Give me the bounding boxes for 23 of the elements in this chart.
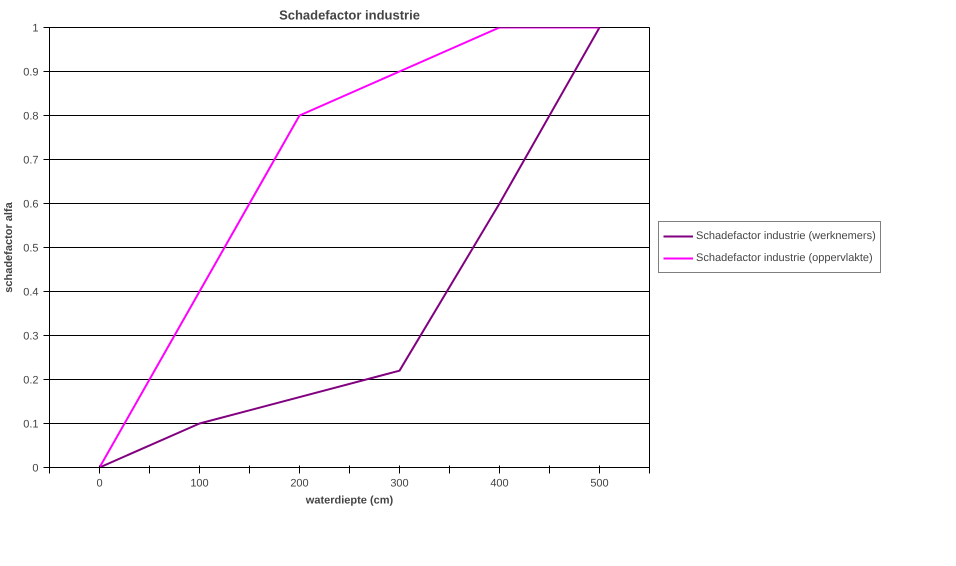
- x-tick-label: 100: [190, 478, 209, 490]
- y-tick-label: 1: [32, 22, 39, 34]
- y-tick-label: 0.9: [23, 66, 39, 78]
- line-series: [98, 28, 600, 468]
- x-axis-title: waterdiepte (cm): [304, 494, 394, 506]
- x-tick-label: 0: [96, 478, 103, 490]
- x-tick-label: 200: [290, 478, 309, 490]
- x-tick-label: 300: [390, 478, 409, 490]
- chart-title: Schadefactor industrie: [279, 8, 420, 22]
- y-tick-label: 0.6: [23, 198, 39, 210]
- y-tick-label: 0.7: [23, 154, 39, 166]
- y-tick-label: 0: [32, 462, 39, 474]
- y-axis-title: schadefactor alfa: [3, 201, 16, 293]
- legend-label: Schadefactor industrie (werknemers): [696, 230, 876, 242]
- x-tick-label: 400: [490, 478, 509, 490]
- y-tick-label: 0.2: [23, 374, 39, 386]
- y-tick-label: 0.1: [23, 418, 39, 430]
- y-tick-label: 0.5: [23, 242, 39, 254]
- y-tick-label: 0.3: [23, 330, 39, 342]
- legend-label: Schadefactor industrie (oppervlakte): [696, 252, 873, 264]
- y-tick-label: 0.8: [23, 110, 39, 122]
- x-tick-label: 500: [590, 478, 609, 490]
- y-tick-label: 0.4: [23, 286, 39, 298]
